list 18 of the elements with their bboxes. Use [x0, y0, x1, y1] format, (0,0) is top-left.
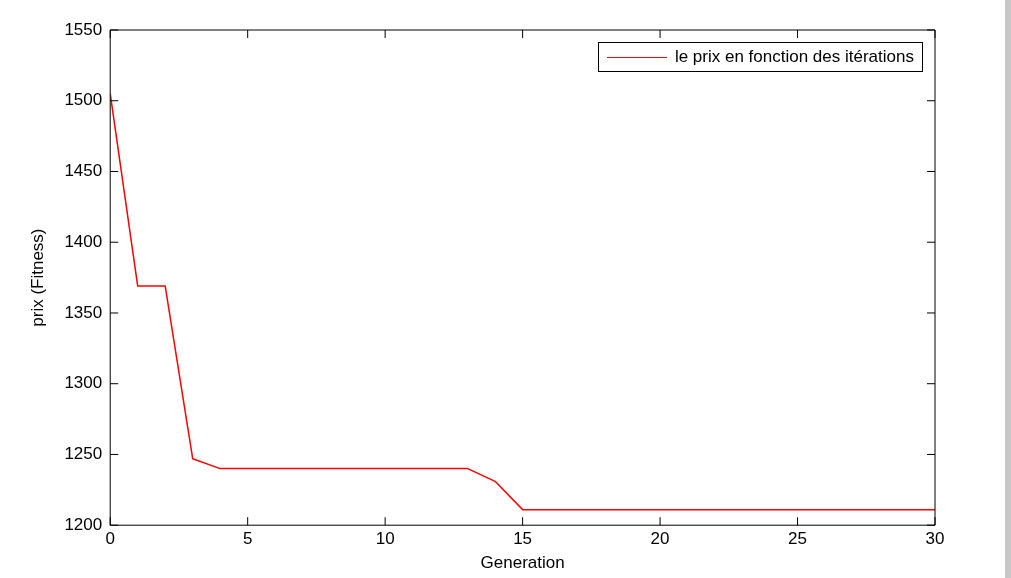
y-tick-label: 1450	[64, 161, 103, 181]
y-axis-title: prix (Fitness)	[27, 228, 47, 327]
x-tick-label: 30	[925, 529, 945, 549]
x-tick-label: 25	[788, 529, 807, 549]
y-tick-label: 1500	[64, 90, 103, 110]
x-tick-label: 10	[375, 529, 395, 549]
x-tick-label: 5	[242, 529, 253, 549]
x-axis-title: Generation	[480, 553, 565, 573]
y-tick-label: 1550	[64, 19, 103, 39]
legend-label: le prix en fonction des itérations	[674, 47, 914, 67]
y-tick-label: 1200	[64, 514, 103, 534]
x-tick-label: 0	[105, 529, 115, 549]
y-tick-label: 1400	[64, 231, 103, 251]
y-tick-label: 1300	[64, 373, 103, 393]
y-tick-label: 1350	[64, 302, 103, 322]
x-tick-label: 20	[650, 529, 670, 549]
x-tick-label: 15	[513, 529, 533, 549]
y-tick-label: 1250	[64, 444, 103, 464]
